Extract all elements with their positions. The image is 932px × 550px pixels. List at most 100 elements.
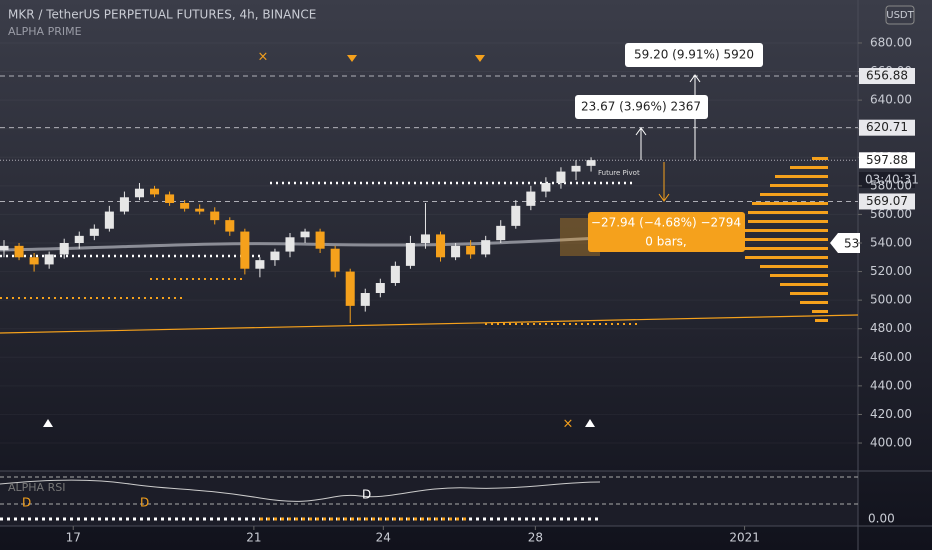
y-tick-label: 680.00	[870, 35, 912, 49]
candle-body	[104, 211, 114, 229]
x-tick-label: 21	[246, 531, 261, 545]
candle-body	[511, 205, 521, 226]
candle-body	[466, 245, 476, 255]
candle-body	[541, 182, 551, 192]
rsi-tick-label: 0.00	[868, 512, 895, 526]
signal-marker	[347, 55, 357, 62]
measure-label: 23.67 (3.96%) 2367	[581, 100, 701, 114]
candle-body	[345, 271, 355, 306]
x-tick-label: 17	[66, 531, 81, 545]
price-level-label: 569.07	[866, 194, 908, 208]
signal-marker	[475, 55, 485, 62]
y-tick-label: 460.00	[870, 350, 912, 364]
chart-subtitle: ALPHA PRIME	[8, 25, 82, 38]
measure-box	[625, 43, 763, 67]
candle-body	[180, 202, 190, 209]
arrow-head	[689, 74, 701, 83]
candle-body	[119, 197, 129, 212]
candle-body	[195, 208, 205, 212]
candle-body	[29, 257, 39, 265]
x-tick-label: 24	[376, 531, 391, 545]
arrow-head	[658, 193, 670, 202]
rsi-panel	[0, 471, 858, 526]
y-tick-label: 540.00	[870, 236, 912, 250]
currency-box	[885, 5, 915, 25]
signal-marker: ×	[563, 417, 574, 432]
candle-body	[451, 245, 461, 258]
candle-body	[420, 234, 430, 243]
trend-line	[0, 314, 859, 334]
measure-label: 59.20 (9.91%) 5920	[634, 48, 754, 62]
candle-body	[14, 245, 24, 258]
candle-body	[134, 188, 144, 198]
y-tick-label: 480.00	[870, 321, 912, 335]
candle-body	[165, 194, 175, 203]
candle-body	[556, 171, 566, 183]
candle-body	[74, 235, 84, 243]
candle-body	[59, 243, 69, 255]
arrow-head	[635, 127, 647, 136]
price-level-box	[859, 152, 915, 169]
candle-body	[405, 243, 415, 266]
price-level-label: 620.71	[866, 120, 908, 134]
candle-body	[315, 231, 325, 249]
candle-body	[436, 234, 446, 258]
candle-body	[526, 191, 536, 206]
rsi-marker: D	[362, 488, 371, 502]
price-level-label: 597.88	[866, 153, 908, 167]
price-level-box	[859, 119, 915, 136]
y-tick-label: 640.00	[870, 93, 912, 107]
candle-body	[360, 293, 370, 306]
rsi-marker: D	[22, 496, 31, 510]
current-price-tag	[830, 233, 860, 253]
price-level-label: 656.88	[866, 69, 908, 83]
candle-body	[89, 228, 99, 236]
countdown-box	[859, 172, 915, 188]
rsi-marker: D	[140, 496, 149, 510]
y-tick-label: 580.00	[870, 178, 912, 192]
candle-body	[481, 240, 491, 255]
candle-body	[150, 188, 160, 195]
candle-body	[330, 248, 340, 272]
candle-body	[586, 160, 596, 166]
candle-body	[0, 245, 9, 251]
y-tick-label: 440.00	[870, 378, 912, 392]
rsi-title: ALPHA RSI	[8, 481, 65, 494]
signal-marker: ×	[258, 50, 269, 65]
signal-marker	[43, 419, 53, 427]
measure-label: −27.94 (−4.68%) −2794	[591, 216, 741, 230]
rsi-line	[0, 479, 601, 502]
current-price-label: 53	[844, 237, 859, 251]
candle-body	[496, 225, 506, 241]
candle-body	[300, 231, 310, 238]
currency: USDT	[886, 10, 914, 21]
candle-body	[210, 211, 220, 221]
measure-label: 0 bars,	[645, 235, 686, 249]
y-tick-label: 400.00	[870, 436, 912, 450]
candle-body	[390, 265, 400, 284]
chart-title: MKR / TetherUS PERPETUAL FUTURES, 4h, BI…	[8, 8, 316, 22]
candle-body	[285, 237, 295, 252]
candle-body	[240, 231, 250, 269]
measure-box	[588, 212, 745, 252]
pivot-label: Future Pivot	[598, 169, 640, 177]
candle-body	[375, 283, 385, 294]
x-tick-label: 2021	[729, 531, 760, 545]
x-tick-label: 28	[528, 531, 543, 545]
volume-profile	[740, 157, 828, 322]
candle-body	[44, 254, 54, 265]
y-tick-label: 560.00	[870, 207, 912, 221]
candle-body	[255, 260, 265, 269]
price-level-box	[859, 68, 915, 85]
candle-body	[571, 165, 581, 172]
y-tick-label: 500.00	[870, 293, 912, 307]
y-tick-label: 420.00	[870, 407, 912, 421]
price-level-box	[859, 193, 915, 210]
y-tick-label: 520.00	[870, 264, 912, 278]
candle-body	[270, 251, 280, 261]
candle-body	[225, 220, 235, 232]
measure-box	[575, 95, 708, 119]
countdown: 03:40:31	[865, 173, 919, 187]
signal-marker	[585, 419, 595, 427]
